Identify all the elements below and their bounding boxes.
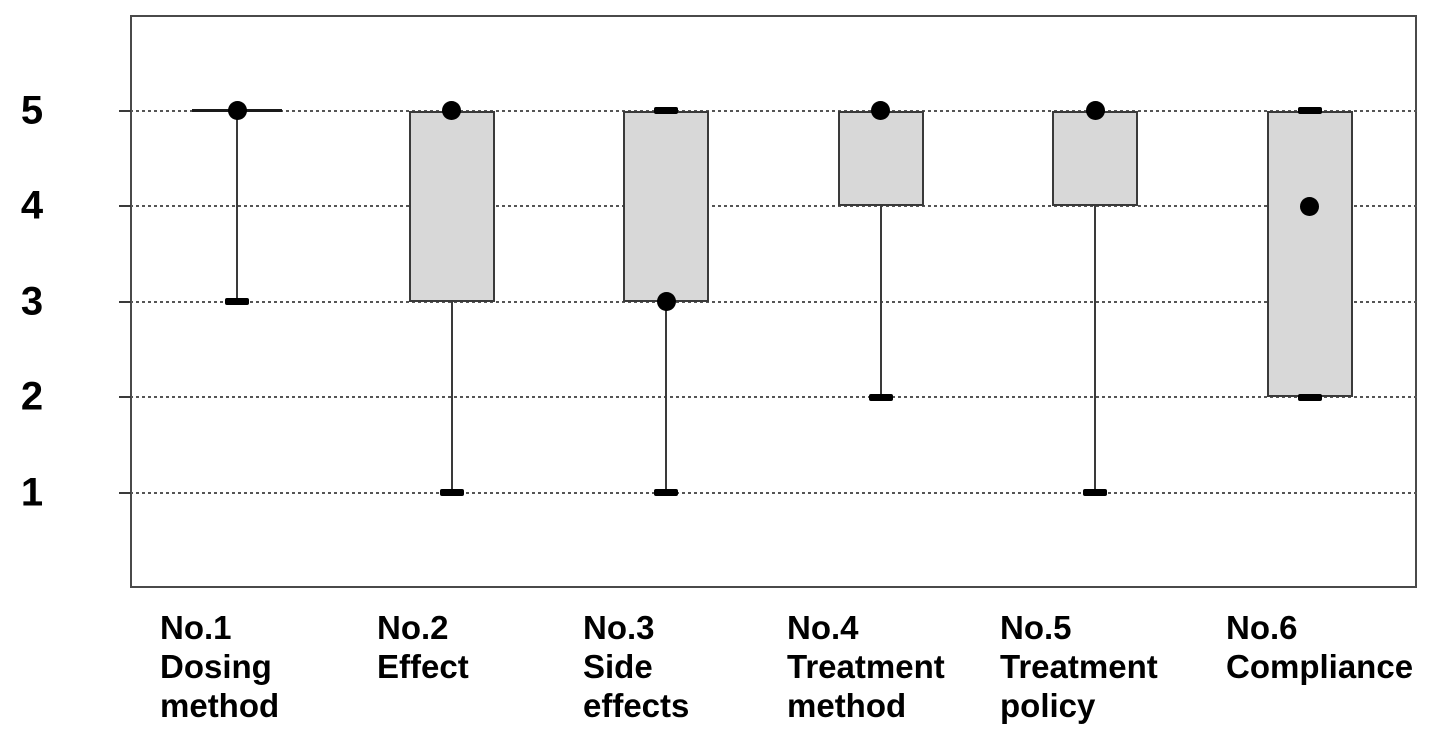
y-axis-tick-2 — [119, 396, 131, 398]
category-label-line: No.4 — [787, 609, 859, 646]
category-label-line: method — [787, 687, 907, 724]
median-dot — [442, 101, 462, 120]
whisker-cap — [1297, 393, 1322, 401]
y-axis-label-2: 2 — [20, 374, 44, 419]
category-label: No.4 Treatment method — [787, 608, 945, 725]
category-label: No.2 Effect — [377, 608, 469, 686]
gridline-y-2 — [130, 396, 1417, 398]
whisker-cap — [654, 107, 679, 114]
whisker — [1094, 206, 1097, 493]
median-dot — [1300, 196, 1320, 216]
y-axis-tick-4 — [119, 205, 131, 207]
box — [1266, 110, 1353, 397]
gridline-y-5 — [130, 109, 1417, 112]
category-label: No.1 Dosing method — [160, 608, 279, 725]
category-label-line: No.1 — [160, 609, 232, 646]
box — [1052, 110, 1139, 206]
category-label-line: Side — [583, 648, 653, 685]
whisker — [450, 301, 453, 493]
median-dot — [227, 101, 247, 120]
category-label: No.5 Treatment policy — [1000, 608, 1158, 725]
category-label-line: No.2 — [377, 609, 449, 646]
y-axis-tick-1 — [119, 491, 131, 494]
y-axis-label-5: 5 — [20, 88, 44, 132]
whisker — [236, 110, 239, 302]
whisker-cap — [654, 489, 679, 496]
category-label-line: Effect — [377, 648, 469, 685]
category-label-line: Dosing — [160, 648, 272, 685]
y-axis-tick-5 — [119, 109, 131, 112]
box — [837, 110, 924, 206]
y-axis-label-3: 3 — [20, 279, 44, 323]
category-label-line: No.3 — [583, 609, 655, 646]
whisker-cap — [439, 489, 464, 496]
gridline-y-4 — [130, 205, 1417, 207]
median-dot — [871, 101, 891, 120]
median-dot — [1085, 101, 1105, 120]
y-axis-label-1: 1 — [20, 470, 44, 514]
whisker — [665, 301, 668, 493]
whisker — [879, 206, 882, 397]
y-axis-tick-3 — [119, 300, 131, 303]
category-label-line: Treatment — [787, 648, 945, 685]
gridline-y-1 — [130, 491, 1417, 494]
box — [408, 110, 495, 302]
box — [623, 110, 710, 302]
category-label: No.3 Side effects — [583, 608, 689, 725]
whisker-cap — [225, 298, 250, 305]
category-label-line: policy — [1000, 687, 1096, 724]
category-label-line: No.6 — [1226, 609, 1298, 646]
category-label-line: Compliance — [1226, 648, 1414, 685]
median-dot — [656, 292, 676, 311]
y-axis-label-4: 4 — [20, 183, 44, 228]
category-label-line: method — [160, 687, 280, 724]
category-label-line: effects — [583, 687, 690, 724]
whisker-cap — [1297, 107, 1322, 114]
whisker-cap — [1083, 489, 1108, 496]
category-label-line: No.5 — [1000, 609, 1072, 646]
gridline-y-3 — [130, 300, 1417, 303]
category-label-line: Treatment — [1000, 648, 1158, 685]
category-label: No.6 Compliance — [1226, 608, 1413, 686]
whisker-cap — [868, 393, 893, 401]
